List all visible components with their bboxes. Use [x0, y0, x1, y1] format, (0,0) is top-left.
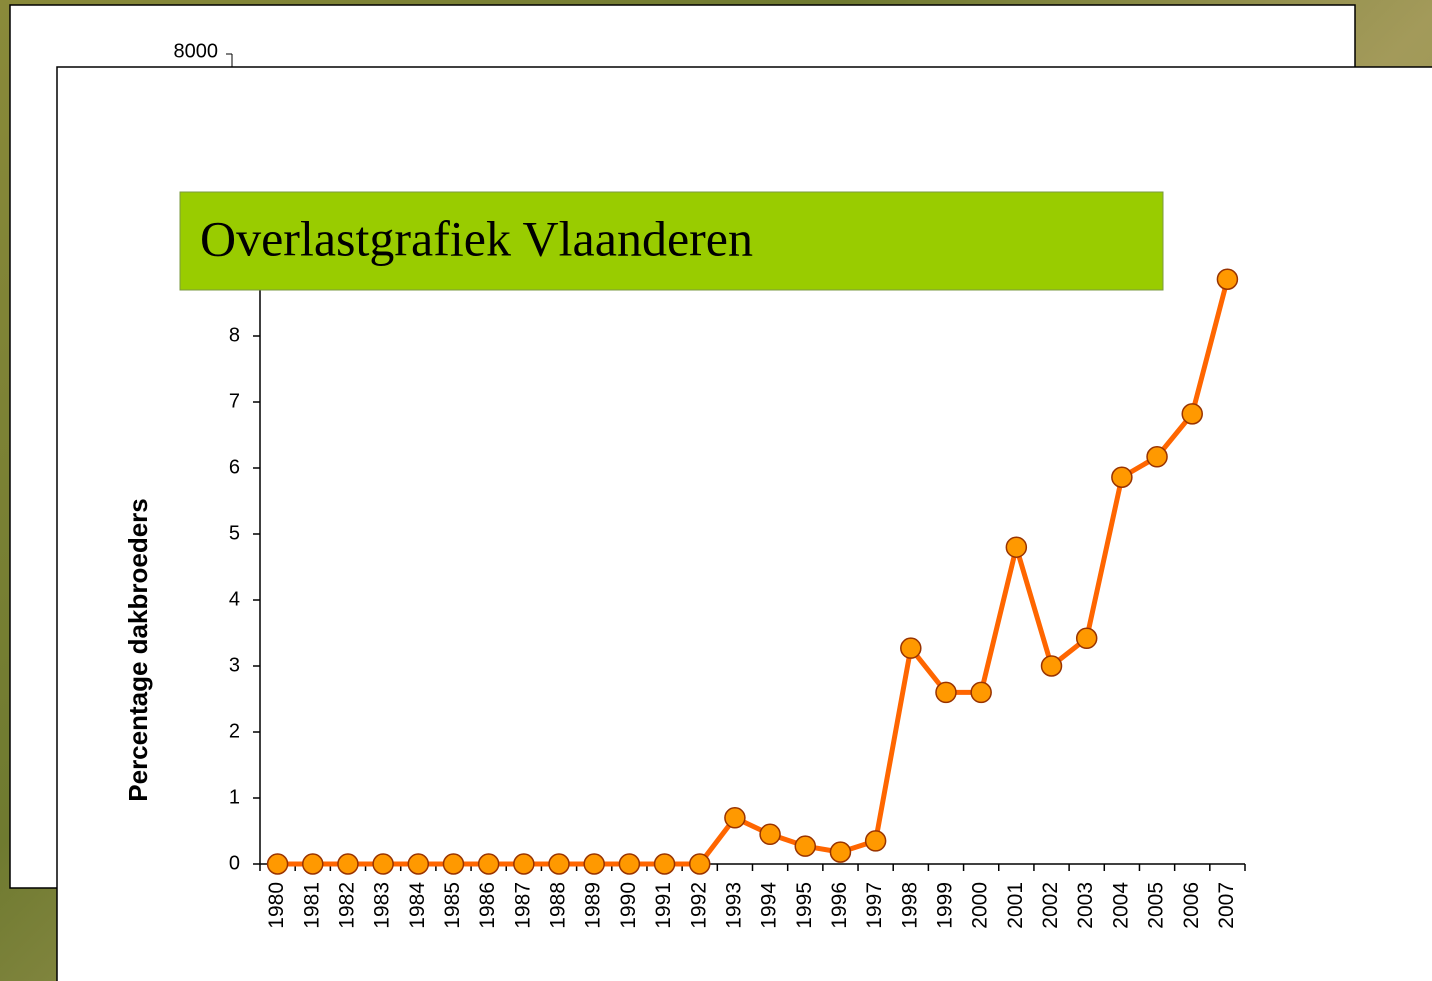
y-tick-label: 5	[229, 522, 240, 544]
data-point	[549, 854, 569, 874]
x-tick-label: 1998	[898, 882, 921, 929]
y-tick-label: 3	[229, 654, 240, 676]
x-tick-label: 1987	[511, 882, 534, 929]
data-point	[584, 854, 604, 874]
data-point	[936, 682, 956, 702]
data-point	[408, 854, 428, 874]
y-tick-label: 2	[229, 720, 240, 742]
chart-title: Overlastgrafiek Vlaanderen	[200, 210, 753, 266]
x-tick-label: 2005	[1145, 882, 1168, 929]
x-tick-label: 1983	[371, 882, 394, 929]
y-tick-label: 4	[229, 588, 240, 610]
data-point	[655, 854, 675, 874]
data-point	[795, 836, 815, 856]
data-point	[268, 854, 288, 874]
data-point	[1042, 656, 1062, 676]
x-tick-label: 2000	[969, 882, 992, 929]
y-axis-label: Percentage dakbroeders	[123, 498, 153, 801]
data-point	[971, 682, 991, 702]
data-point	[443, 854, 463, 874]
data-point	[1077, 628, 1097, 648]
x-tick-label: 1986	[476, 882, 499, 929]
y-tick-label: 0	[229, 852, 240, 874]
x-tick-label: 2003	[1074, 882, 1097, 929]
data-point	[619, 854, 639, 874]
x-tick-label: 1996	[828, 882, 851, 929]
data-point	[514, 854, 534, 874]
data-point	[1217, 269, 1237, 289]
data-point	[830, 842, 850, 862]
data-point	[725, 808, 745, 828]
x-tick-label: 2006	[1180, 882, 1203, 929]
x-tick-label: 1994	[758, 882, 781, 929]
x-tick-label: 1993	[722, 882, 745, 929]
y-tick-label: 1	[229, 786, 240, 808]
page: {"background_panel": {"tick_label": 8000…	[0, 0, 1432, 981]
y-tick-label: 6	[229, 456, 240, 478]
x-tick-label: 1995	[793, 882, 816, 929]
x-tick-label: 1992	[687, 882, 710, 929]
x-tick-label: 1984	[406, 882, 429, 929]
x-tick-label: 1982	[335, 882, 358, 929]
data-point	[901, 638, 921, 658]
data-point	[338, 854, 358, 874]
x-tick-label: 2004	[1109, 882, 1132, 929]
background-tick-label: 8000	[174, 40, 219, 62]
data-point	[303, 854, 323, 874]
data-point	[1006, 537, 1026, 557]
y-tick-label: 8	[229, 324, 240, 346]
x-tick-label: 1997	[863, 882, 886, 929]
x-tick-label: 1999	[934, 882, 957, 929]
x-tick-label: 2007	[1215, 882, 1238, 929]
data-point	[866, 831, 886, 851]
data-point	[760, 824, 780, 844]
x-tick-label: 1991	[652, 882, 675, 929]
x-tick-label: 1990	[617, 882, 640, 929]
data-point	[690, 854, 710, 874]
x-tick-label: 1985	[441, 882, 464, 929]
x-tick-label: 1981	[300, 882, 323, 929]
data-point	[1112, 467, 1132, 487]
data-point	[479, 854, 499, 874]
data-point	[1182, 404, 1202, 424]
data-point	[373, 854, 393, 874]
x-tick-label: 2002	[1039, 882, 1062, 929]
data-point	[1147, 447, 1167, 467]
x-tick-label: 1988	[547, 882, 570, 929]
x-tick-label: 1989	[582, 882, 605, 929]
chart: 8000 Percentage dakbroeders 0 1 2 3 4 5 6 7 8 198…	[0, 0, 1432, 981]
x-tick-label: 2001	[1004, 882, 1027, 929]
y-tick-label: 7	[229, 390, 240, 412]
x-tick-label: 1980	[265, 882, 288, 929]
